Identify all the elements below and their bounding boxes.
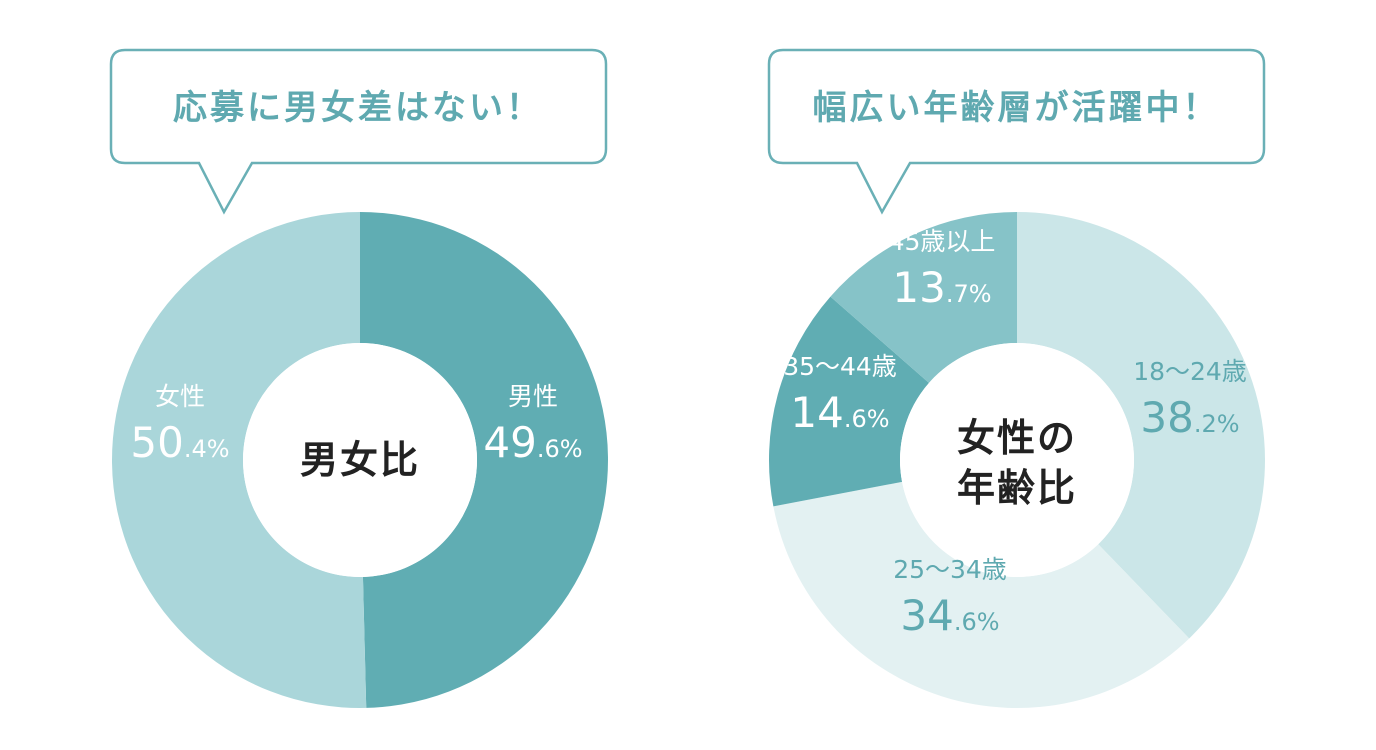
slice-category-label: 18〜24歳 [1133,357,1247,386]
slice-value-label: 14.6% [790,388,889,437]
donut-slice-0 [1017,212,1266,639]
age-callout-bubble [767,48,1266,215]
donut-slice-1 [112,212,367,708]
age-callout-text: 幅広い年齢層が活躍中！ [813,88,1220,128]
gender-callout-bubble [109,48,608,215]
slice-value-integer: 14 [790,388,843,437]
slice-category-label: 男性 [508,382,558,411]
age-center-label-line2: 年齢比 [957,466,1077,510]
slice-value-integer: 38 [1140,393,1193,442]
slice-value-decimal: .4% [184,435,230,463]
age-center-label-line1: 女性の [957,416,1077,460]
slice-value-decimal: .6% [844,405,890,433]
age-callout: 幅広い年齢層が活躍中！ [767,48,1266,215]
donut-hole [900,343,1134,577]
slice-value-decimal: .6% [537,435,583,463]
slice-value-integer: 13 [892,263,945,312]
slice-value-integer: 34 [900,591,953,640]
donut-hole [243,343,477,577]
age-segment-labels: 18〜24歳38.2%25〜34歳34.6%35〜44歳14.6%45歳以上13… [783,227,1247,640]
gender-segment-labels: 男性 49.6% 女性 50.4% [130,382,582,467]
slice-category-label: 45歳以上 [889,227,996,256]
slice-value-integer: 50 [130,418,183,467]
slice-value-label: 13.7% [892,263,991,312]
gender-callout-text: 応募に男女差はない！ [173,88,543,128]
slice-category-label: 35〜44歳 [783,352,897,381]
donut-slice-0 [360,212,609,708]
age-donut [768,212,1266,708]
age-chart: 幅広い年齢層が活躍中！ 女性の 年齢比 18〜24歳 38.2% 25〜34歳 34.… [767,48,1266,708]
slice-value-label: 34.6% [900,591,999,640]
slice-value-decimal: .2% [1194,410,1240,438]
gender-donut [112,212,609,708]
slice-value-label: 49.6% [483,418,582,467]
slice-category-label: 女性 [155,382,205,411]
slice-value-decimal: .6% [954,608,1000,636]
slice-category-label: 25〜34歳 [893,555,1007,584]
slice-value-decimal: .7% [946,280,992,308]
gender-callout: 応募に男女差はない！ [109,48,608,215]
donut-slice-1 [773,481,1190,708]
donut-slice-2 [768,296,929,507]
gender-chart: 応募に男女差はない！ 男女比 男性 49.6% 女性 50.4% [109,48,609,708]
slice-value-integer: 49 [483,418,536,467]
donut-slice-3 [830,212,1017,383]
slice-value-label: 38.2% [1140,393,1239,442]
gender-center-label: 男女比 [300,438,420,482]
slice-value-label: 50.4% [130,418,229,467]
